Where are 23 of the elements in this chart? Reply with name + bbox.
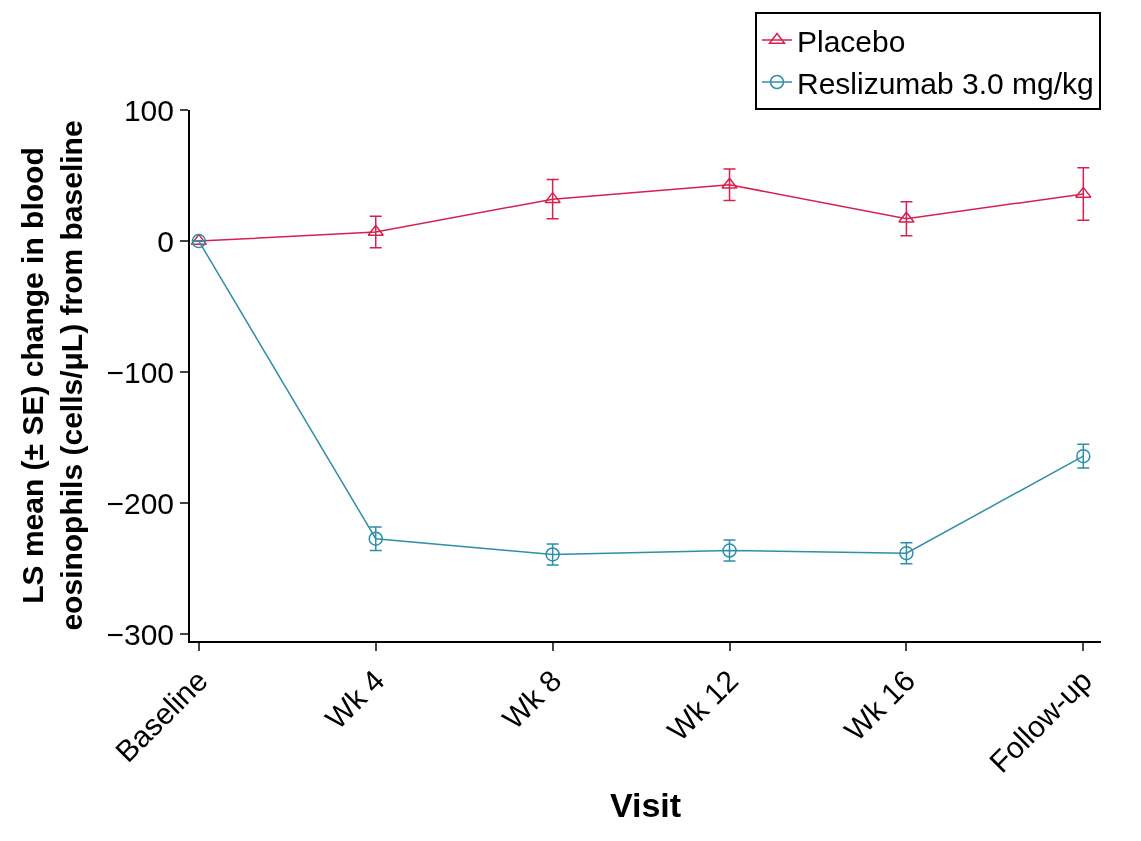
- y-axis-title: LS mean (± SE) change in blood eosinophils (cells/μL) from baseline: [15, 120, 88, 631]
- point: [722, 543, 737, 558]
- x-axis-title: Visit: [609, 785, 682, 824]
- x-tick-label: Wk 16: [837, 663, 922, 747]
- point: [368, 531, 383, 546]
- y-tick-label: −300: [106, 617, 174, 651]
- legend-label: Placebo: [797, 24, 906, 58]
- y-tick-label: −100: [106, 355, 174, 389]
- point: [899, 545, 914, 561]
- point: [367, 224, 384, 236]
- point: [1075, 186, 1092, 198]
- point: [1076, 448, 1091, 464]
- x-tick-label: Wk 12: [660, 663, 745, 747]
- legend-label: Reslizumab 3.0 mg/kg: [797, 66, 1094, 100]
- x-tick-label: Wk 8: [495, 663, 568, 736]
- y-tick-label: 0: [157, 224, 174, 258]
- point: [544, 191, 561, 204]
- y-tick-label: −200: [106, 486, 174, 520]
- y-tick-label: 100: [123, 93, 174, 127]
- x-tick-label: Wk 4: [318, 663, 391, 736]
- point: [898, 211, 915, 223]
- point: [721, 177, 738, 189]
- point: [545, 547, 560, 562]
